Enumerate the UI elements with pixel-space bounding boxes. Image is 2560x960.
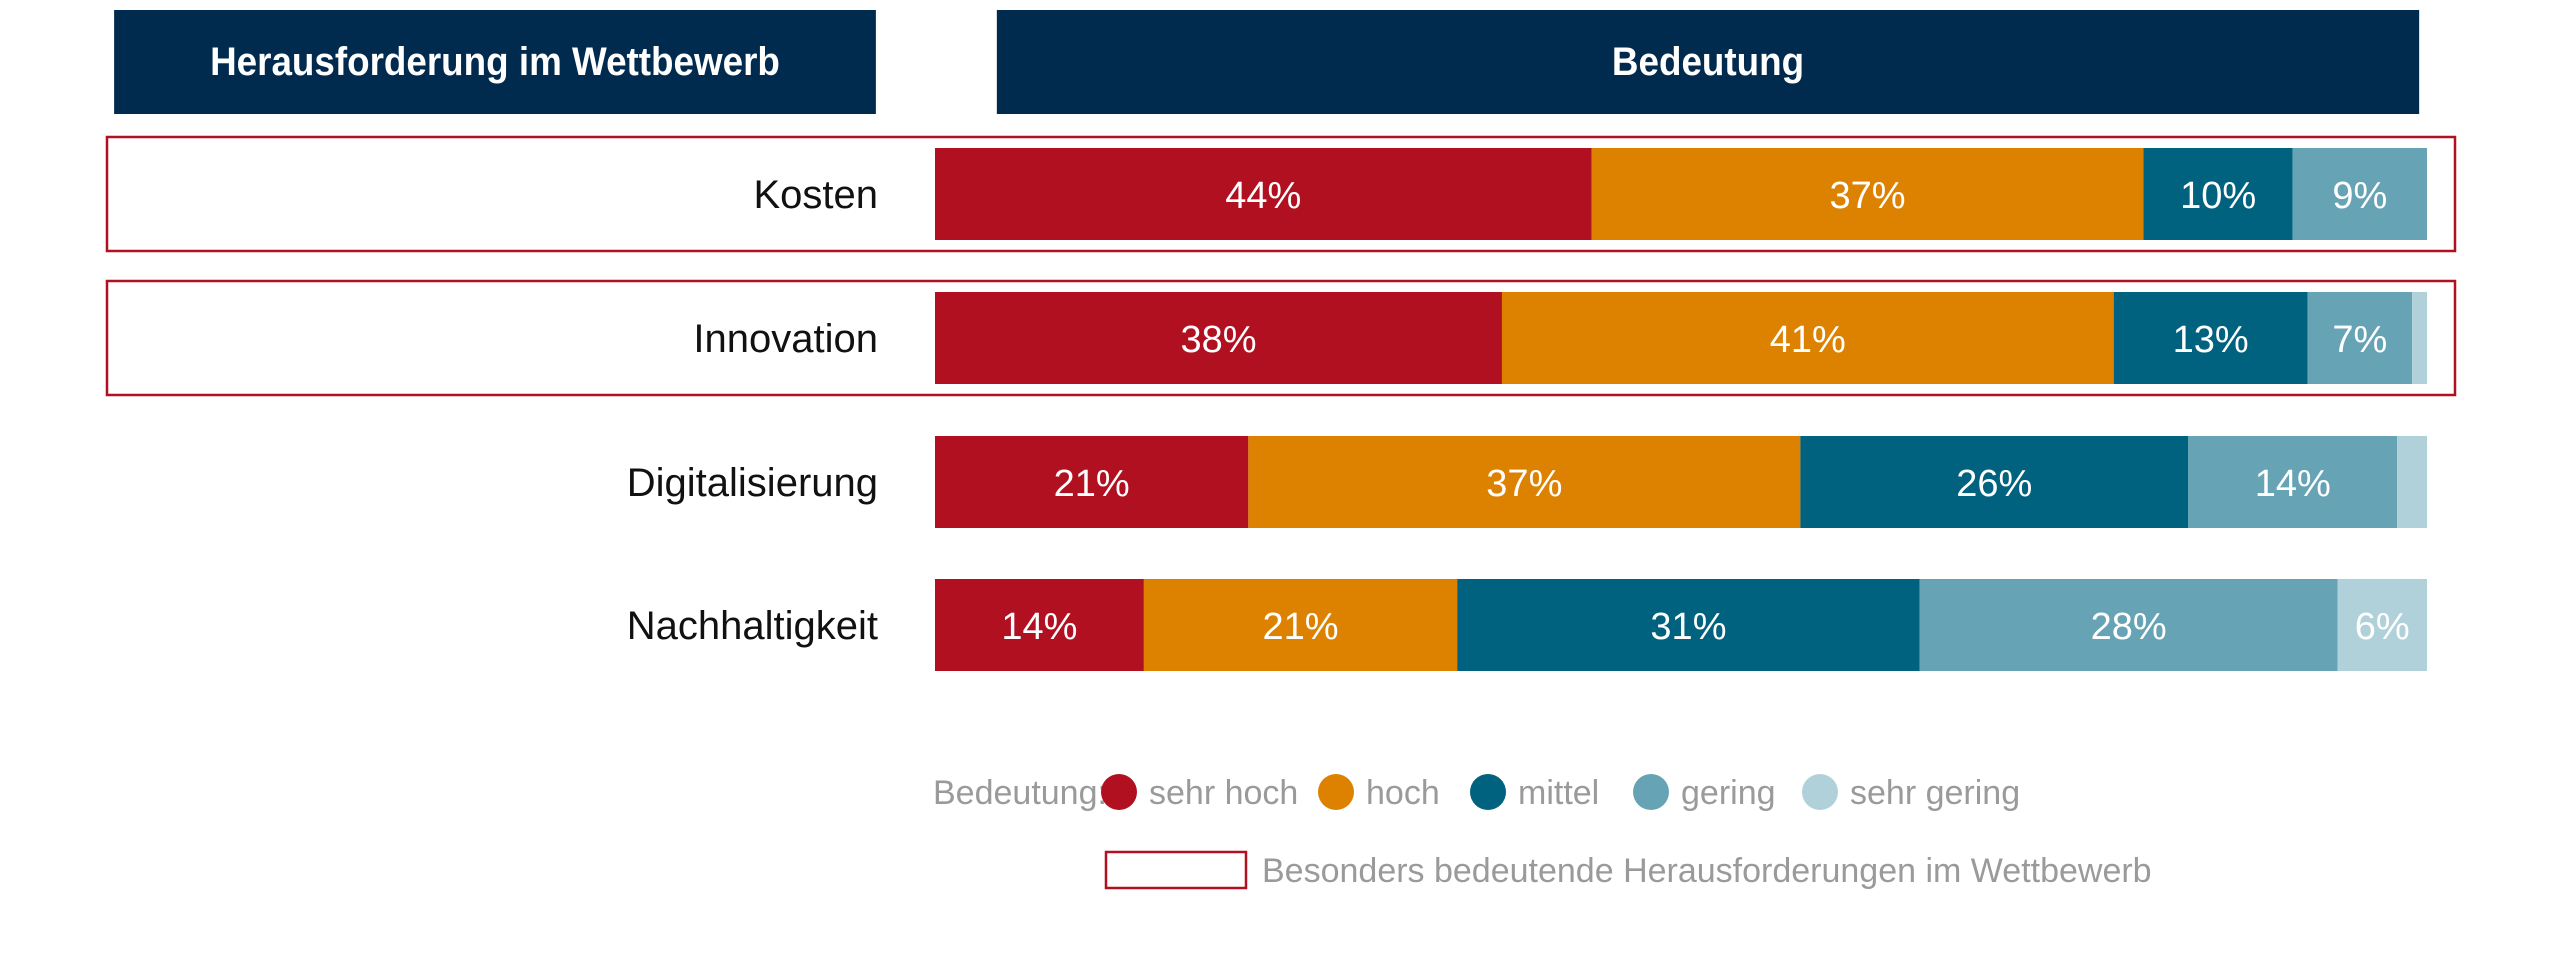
legend-label: mittel [1518, 774, 1599, 812]
legend-marker [1318, 774, 1354, 810]
bar-data-label: 37% [1486, 463, 1562, 505]
bar-data-label: 13% [2173, 319, 2249, 361]
legend-marker [1802, 774, 1838, 810]
legend-label: sehr gering [1850, 774, 2020, 812]
bar-data-label: 28% [2091, 606, 2167, 648]
bar-segment [2113, 292, 2308, 384]
legend-title: Bedeutung: [933, 774, 1107, 812]
bar-data-label: 6% [2355, 606, 2410, 648]
legend-label: gering [1681, 774, 1776, 812]
bar-segment [1248, 436, 1801, 528]
bar-segment [1919, 579, 2338, 671]
bar-segment [2337, 579, 2427, 671]
highlight-boxes [105, 135, 2457, 397]
bar-data-label: 44% [1225, 175, 1301, 217]
category-label: Innovation [693, 317, 878, 361]
bar-data-label: 41% [1770, 319, 1846, 361]
bar-data-label: 37% [1829, 175, 1905, 217]
header-right: Bedeutung [996, 10, 2420, 114]
legend-highlight-label: Besonders bedeutende Herausforderungen i… [1262, 852, 2152, 890]
bar-segment [2143, 148, 2293, 240]
bar-segment [1501, 292, 2114, 384]
bar-segment [2188, 436, 2398, 528]
highlight-box-innovation [105, 279, 2457, 397]
header-left-title: Herausforderung im Wettbewerb [210, 39, 780, 84]
legend: Bedeutung: sehr hoch hoch mittel gering sehr … [933, 774, 2152, 890]
category-label: Kosten [753, 173, 878, 217]
bar-segment [1457, 579, 1920, 671]
bars: 44% 37% 10% 9% 38% 41% 13% 7% 21% 37% 26% 14% 14% 21%… [935, 148, 2427, 671]
category-labels: Kosten Innovation Digitalisierung Nachhalti… [627, 173, 878, 648]
bar-segment [2412, 292, 2427, 384]
bar-segment [2292, 148, 2427, 240]
bar-data-label: 14% [1001, 606, 1077, 648]
bar-data-label: 7% [2332, 319, 2387, 361]
bar-data-label: 21% [1263, 606, 1339, 648]
legend-marker [1470, 774, 1506, 810]
legend-marker [1633, 774, 1669, 810]
bar-segment [935, 148, 1592, 240]
category-label: Digitalisierung [627, 461, 878, 505]
highlight-box-kosten [105, 135, 2457, 253]
category-label: Nachhaltigkeit [627, 604, 878, 648]
bar-data-label: 9% [2332, 175, 2387, 217]
legend-label: hoch [1366, 774, 1440, 812]
legend-highlight-marker [1104, 850, 1248, 890]
legend-label: sehr hoch [1149, 774, 1298, 812]
bar-data-label: 38% [1180, 319, 1256, 361]
header-right-title: Bedeutung [1611, 39, 1805, 84]
bar-segment [1143, 579, 1458, 671]
bar-segment [2307, 292, 2413, 384]
bar-segment [935, 292, 1502, 384]
bar-data-label: 31% [1650, 606, 1726, 648]
bar-segment [935, 436, 1249, 528]
bar-data-label: 10% [2180, 175, 2256, 217]
bar-segment [1591, 148, 2144, 240]
bar-segment [935, 579, 1144, 671]
header-left: Herausforderung im Wettbewerb [114, 10, 876, 114]
legend-marker [1101, 774, 1137, 810]
bar-segment [2397, 436, 2427, 528]
bar-data-label: 14% [2255, 463, 2331, 505]
bar-segment [1800, 436, 2189, 528]
bar-data-label: 21% [1054, 463, 1130, 505]
bar-data-label: 26% [1956, 463, 2032, 505]
